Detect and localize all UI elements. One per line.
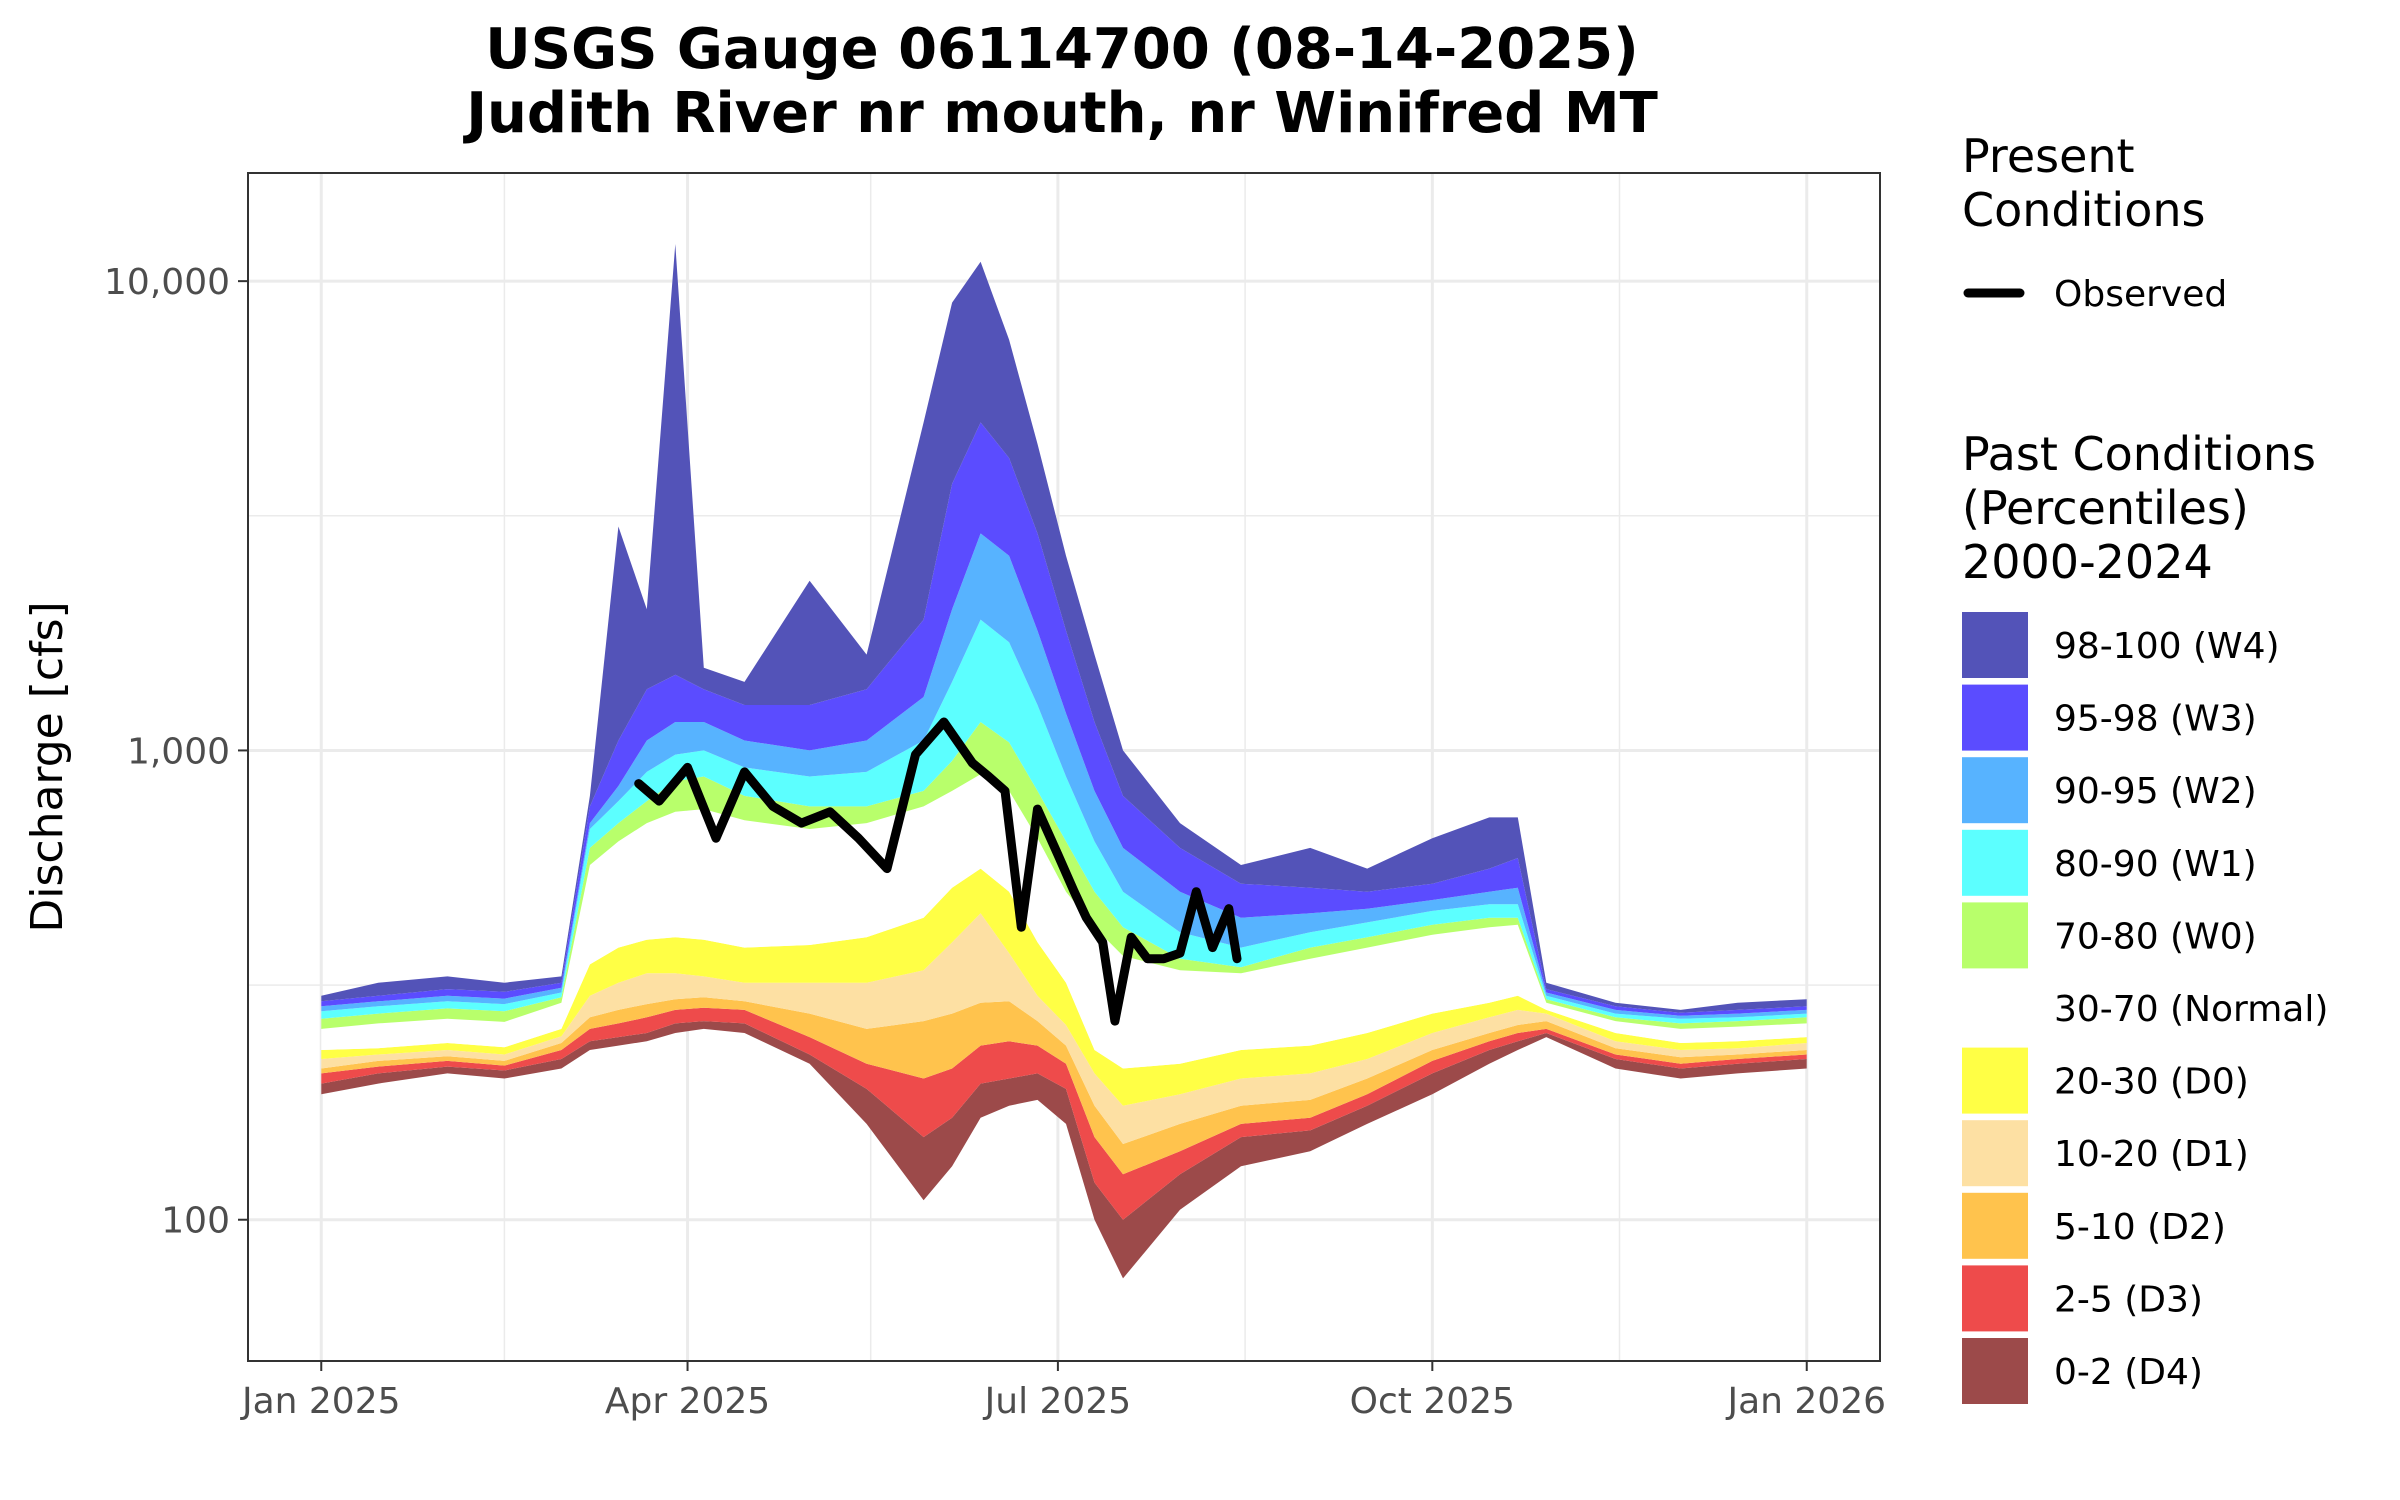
legend-swatch (1962, 829, 2028, 896)
legend-swatch (1962, 757, 2028, 824)
legend-swatch (1962, 1338, 2028, 1404)
band-80-90-w1- (321, 619, 1807, 1024)
legend-swatch (1962, 975, 2028, 1041)
legend-entry-label: 0-2 (D4) (2054, 1352, 2203, 1393)
chart-title: USGS Gauge 06114700 (08-14-2025) Judith … (462, 17, 1658, 146)
legend-entry-label: 70-80 (W0) (2054, 916, 2257, 957)
legend-entry-label: 2-5 (D3) (2054, 1279, 2203, 1320)
legend-swatch (1962, 1120, 2028, 1187)
legend-entry-label: 30-70 (Normal) (2054, 989, 2328, 1030)
y-tick-label: 100 (161, 1201, 230, 1242)
legend-past-title: Past Conditions (1962, 427, 2316, 481)
legend-past-title: 2000-2024 (1962, 535, 2213, 589)
legend-entry-label: 20-30 (D0) (2054, 1062, 2249, 1103)
legend-past-title: (Percentiles) (1962, 481, 2249, 535)
band-20-30-d0- (321, 868, 1807, 1106)
legend-swatch (1962, 684, 2028, 751)
legend-swatch (1962, 1265, 2028, 1332)
legend-entry-label: 95-98 (W3) (2054, 699, 2257, 740)
legend-entry-label: 90-95 (W2) (2054, 771, 2257, 812)
y-axis: 100 1,000 10,000 (104, 262, 248, 1242)
legend-past-conditions: Past Conditions(Percentiles)2000-2024 98-… (1962, 427, 2328, 1404)
legend-swatch (1962, 612, 2028, 678)
legend-swatch (1962, 1192, 2028, 1259)
legend-swatch (1962, 902, 2028, 969)
plot-border (247, 172, 1881, 1362)
y-tick-label: 10,000 (104, 262, 230, 303)
observed-line (634, 717, 1242, 1026)
legend-swatch (1962, 1047, 2028, 1114)
legend-entry-label: 10-20 (D1) (2054, 1134, 2249, 1175)
y-axis-title: Discharge [cfs] (22, 601, 73, 932)
x-axis: Jan 2025 Apr 2025 Jul 2025 Oct 2025 Jan 2026 (240, 1361, 1886, 1422)
chart-title-line-1: USGS Gauge 06114700 (08-14-2025) (485, 17, 1638, 82)
legend-present-title: Present (1962, 129, 2135, 183)
legend-entry-label: 98-100 (W4) (2054, 626, 2280, 667)
band-30-70-normal- (321, 774, 1807, 1069)
band-10-20-d1- (321, 913, 1807, 1144)
x-tick-label: Jan 2025 (240, 1381, 401, 1422)
legend-present-title: Conditions (1962, 183, 2205, 237)
legend-observed-label: Observed (2054, 274, 2227, 315)
legend-entry-label: 5-10 (D2) (2054, 1207, 2226, 1248)
band-0-2-d4- (321, 1021, 1807, 1279)
x-tick-label: Jul 2025 (983, 1381, 1132, 1422)
band-98-100-w4- (321, 244, 1807, 1013)
y-tick-label: 1,000 (127, 731, 230, 772)
legend-entry-label: 80-90 (W1) (2054, 844, 2257, 885)
observed-series (634, 717, 1242, 1026)
chart-title-line-2: Judith River nr mouth, nr Winifred MT (462, 81, 1658, 146)
band-2-5-d3- (321, 1007, 1807, 1220)
x-tick-label: Oct 2025 (1350, 1381, 1515, 1422)
x-tick-label: Jan 2026 (1725, 1381, 1886, 1422)
x-tick-label: Apr 2025 (605, 1381, 770, 1422)
